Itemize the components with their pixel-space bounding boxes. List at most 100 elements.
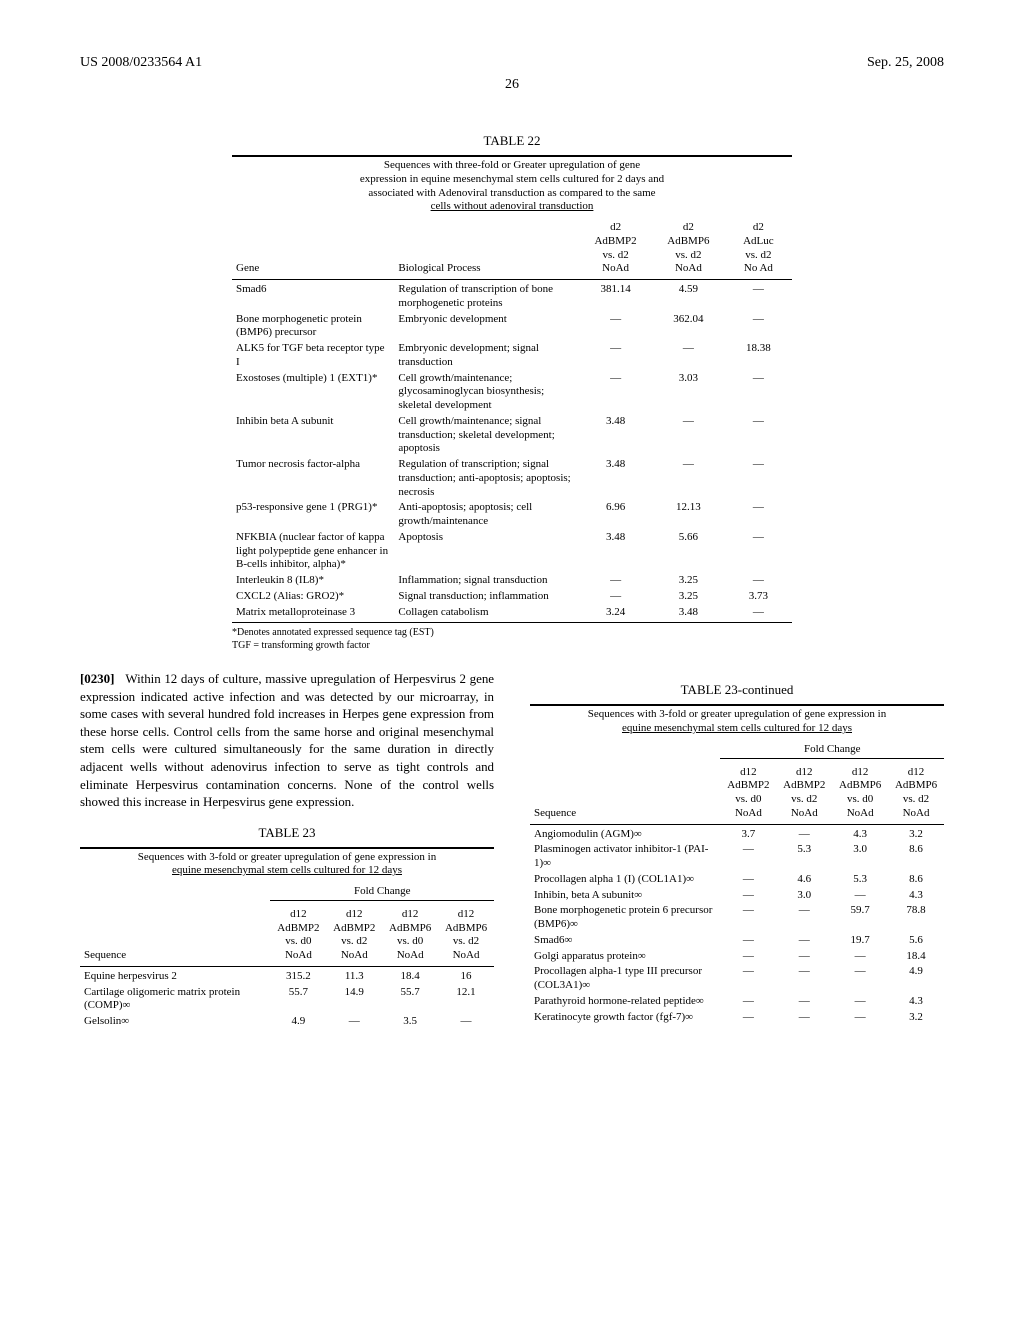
table-23-cont-caption: Sequences with 3-fold or greater upregul… xyxy=(557,708,917,736)
left-column: [0230] Within 12 days of culture, massiv… xyxy=(80,670,494,1030)
footnote-line: *Denotes annotated expressed sequence ta… xyxy=(232,627,792,640)
cell-value: — xyxy=(720,872,776,888)
table-23-cont-label: TABLE 23-continued xyxy=(530,682,944,698)
caption-line: Sequences with 3-fold or greater upregul… xyxy=(138,851,436,863)
table-header-row: Sequence d12 AdBMP2 vs. d0 NoAd d12 AdBM… xyxy=(530,765,944,822)
table-row: Interleukin 8 (IL8)*Inflammation; signal… xyxy=(232,573,792,589)
caption-line: expression in equine mesenchymal stem ce… xyxy=(360,173,664,185)
cell-gene: Tumor necrosis factor-alpha xyxy=(232,457,394,500)
col-c4: d12 AdBMP6 vs. d2 NoAd xyxy=(438,907,494,964)
right-column: TABLE 23-continued Sequences with 3-fold… xyxy=(530,670,944,1030)
table-22-block: TABLE 22 Sequences with three-fold or Gr… xyxy=(232,133,792,652)
cell-value: 59.7 xyxy=(832,903,888,933)
page-header: US 2008/0233564 A1 Sep. 25, 2008 xyxy=(80,55,944,71)
cell-gene: Smad6 xyxy=(232,282,394,312)
table-23-right: Fold Change Sequence d12 AdBMP2 vs. d0 N… xyxy=(530,742,944,1026)
col-c3: d12 AdBMP6 vs. d0 NoAd xyxy=(832,765,888,822)
cell-value: 3.48 xyxy=(579,530,652,573)
cell-sequence: Gelsolin∞ xyxy=(80,1014,270,1030)
rule xyxy=(530,824,944,825)
table-row: Parathyroid hormone-related peptide∞———4… xyxy=(530,994,944,1010)
cell-value: 3.73 xyxy=(725,589,792,605)
cell-value: — xyxy=(776,933,832,949)
cell-value: — xyxy=(776,1010,832,1026)
cell-value: — xyxy=(720,949,776,965)
table-header-row: Fold Change xyxy=(530,742,944,758)
cell-process: Anti-apoptosis; apoptosis; cell growth/m… xyxy=(394,500,579,530)
table-row: Matrix metalloproteinase 3Collagen catab… xyxy=(232,605,792,621)
cell-gene: Exostoses (multiple) 1 (EXT1)* xyxy=(232,371,394,414)
cell-value: 3.0 xyxy=(776,888,832,904)
cell-value: — xyxy=(725,500,792,530)
cell-value: — xyxy=(832,964,888,994)
cell-value: — xyxy=(776,827,832,843)
cell-sequence: Smad6∞ xyxy=(530,933,720,949)
cell-process: Cell growth/maintenance; glycosaminoglyc… xyxy=(394,371,579,414)
cell-value: — xyxy=(720,842,776,872)
table-row: Exostoses (multiple) 1 (EXT1)*Cell growt… xyxy=(232,371,792,414)
cell-value: — xyxy=(725,457,792,500)
cell-process: Cell growth/maintenance; signal transduc… xyxy=(394,414,579,457)
cell-value: 3.2 xyxy=(888,827,944,843)
table-row: Gelsolin∞4.9—3.5— xyxy=(80,1014,494,1030)
col-c3: d12 AdBMP6 vs. d0 NoAd xyxy=(382,907,438,964)
cell-value: — xyxy=(725,530,792,573)
cell-value: 16 xyxy=(438,969,494,985)
caption-line: Sequences with 3-fold or greater upregul… xyxy=(588,708,886,720)
cell-value: — xyxy=(438,1014,494,1030)
cell-sequence: Bone morphogenetic protein 6 precursor (… xyxy=(530,903,720,933)
cell-value: 3.25 xyxy=(652,589,725,605)
cell-gene: CXCL2 (Alias: GRO2)* xyxy=(232,589,394,605)
cell-value: — xyxy=(725,282,792,312)
col-c1: d12 AdBMP2 vs. d0 NoAd xyxy=(720,765,776,822)
cell-value: — xyxy=(579,312,652,342)
cell-value: — xyxy=(579,341,652,371)
table-row: Equine herpesvirus 2315.211.318.416 xyxy=(80,969,494,985)
cell-sequence: Keratinocyte growth factor (fgf-7)∞ xyxy=(530,1010,720,1026)
doc-number: US 2008/0233564 A1 xyxy=(80,55,202,71)
table-row: Inhibin beta A subunitCell growth/mainte… xyxy=(232,414,792,457)
cell-value: 8.6 xyxy=(888,842,944,872)
two-column-region: [0230] Within 12 days of culture, massiv… xyxy=(80,670,944,1030)
table-header-row: Sequence d12 AdBMP2 vs. d0 NoAd d12 AdBM… xyxy=(80,907,494,964)
cell-value: — xyxy=(725,312,792,342)
cell-value: 8.6 xyxy=(888,872,944,888)
cell-value: — xyxy=(720,1010,776,1026)
cell-sequence: Procollagen alpha-1 type III precursor (… xyxy=(530,964,720,994)
rule xyxy=(530,704,944,706)
cell-process: Apoptosis xyxy=(394,530,579,573)
table-row: Bone morphogenetic protein (BMP6) precur… xyxy=(232,312,792,342)
paragraph-text: Within 12 days of culture, massive upreg… xyxy=(80,671,494,809)
cell-gene: Bone morphogenetic protein (BMP6) precur… xyxy=(232,312,394,342)
cell-value: 4.9 xyxy=(270,1014,326,1030)
paragraph-number: [0230] xyxy=(80,671,114,686)
cell-value: — xyxy=(652,414,725,457)
table-23-left: Fold Change Sequence d12 AdBMP2 vs. d0 N… xyxy=(80,884,494,1030)
cell-process: Regulation of transcription; signal tran… xyxy=(394,457,579,500)
cell-value: 3.7 xyxy=(720,827,776,843)
cell-gene: ALK5 for TGF beta receptor type I xyxy=(232,341,394,371)
cell-value: 4.9 xyxy=(888,964,944,994)
table-row: Golgi apparatus protein∞———18.4 xyxy=(530,949,944,965)
col-sequence: Sequence xyxy=(80,907,270,964)
cell-value: 3.25 xyxy=(652,573,725,589)
cell-value: 3.48 xyxy=(579,457,652,500)
table-22-footnotes: *Denotes annotated expressed sequence ta… xyxy=(232,627,792,652)
table-23-caption: Sequences with 3-fold or greater upregul… xyxy=(107,851,467,879)
cell-process: Signal transduction; inflammation xyxy=(394,589,579,605)
table-row: ALK5 for TGF beta receptor type IEmbryon… xyxy=(232,341,792,371)
cell-process: Inflammation; signal transduction xyxy=(394,573,579,589)
cell-value: — xyxy=(579,573,652,589)
table-row: Bone morphogenetic protein 6 precursor (… xyxy=(530,903,944,933)
cell-value: — xyxy=(776,964,832,994)
rule xyxy=(232,155,792,157)
cell-value: 315.2 xyxy=(270,969,326,985)
table-header-row: Gene Biological Process d2 AdBMP2 vs. d2… xyxy=(232,220,792,277)
cell-process: Embryonic development; signal transducti… xyxy=(394,341,579,371)
cell-value: — xyxy=(725,414,792,457)
col-c4: d12 AdBMP6 vs. d2 NoAd xyxy=(888,765,944,822)
page-number: 26 xyxy=(80,77,944,93)
caption-line: equine mesenchymal stem cells cultured f… xyxy=(622,722,852,734)
table-row: Inhibin, beta A subunit∞—3.0—4.3 xyxy=(530,888,944,904)
table-row: Tumor necrosis factor-alphaRegulation of… xyxy=(232,457,792,500)
